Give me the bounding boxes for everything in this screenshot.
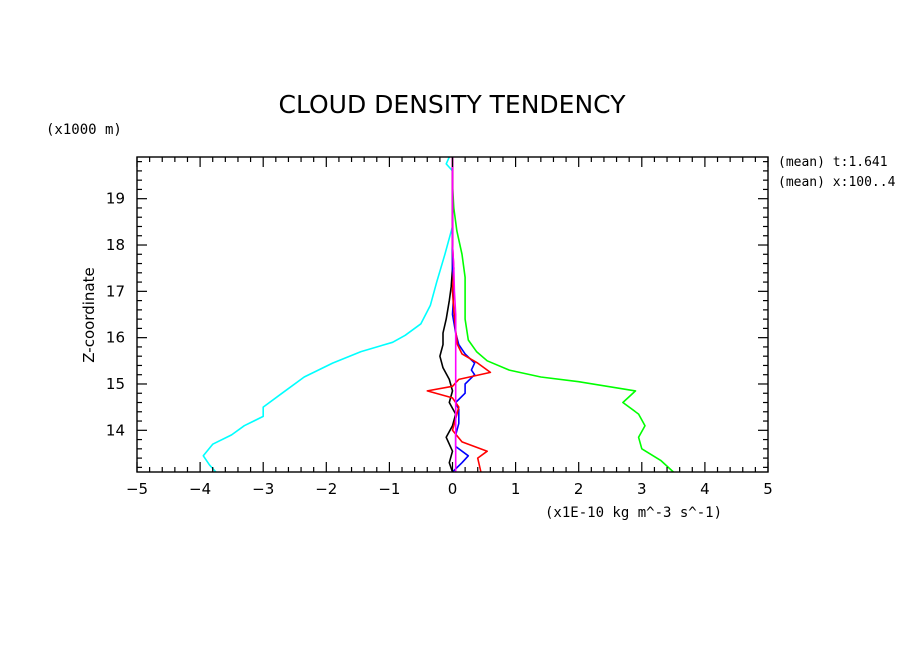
x-tick-label: −3 xyxy=(252,480,274,498)
series-line-5 xyxy=(451,157,457,472)
y-tick-label: 18 xyxy=(106,236,125,254)
y-tick-label: 17 xyxy=(106,282,125,300)
x-tick-label: 3 xyxy=(637,480,647,498)
x-tick-label: −2 xyxy=(315,480,337,498)
x-tick-label: 1 xyxy=(511,480,521,498)
y-unit-label: (x1000 m) xyxy=(46,122,122,138)
y-axis-label: Z-coordinate xyxy=(80,267,98,362)
annotation-time-mean: (mean) t:1.641 xyxy=(778,155,888,170)
y-tick-label: 16 xyxy=(106,329,125,347)
x-tick-label: 4 xyxy=(700,480,710,498)
y-tick-label: 19 xyxy=(106,190,125,208)
y-tick-label: 14 xyxy=(106,421,125,439)
series-line-1 xyxy=(451,157,674,473)
y-tick-label: 15 xyxy=(106,375,125,393)
x-tick-label: −4 xyxy=(189,480,211,498)
chart-title: CLOUD DENSITY TENDENCY xyxy=(279,90,627,119)
series-layer xyxy=(202,156,674,473)
x-tick-label: −1 xyxy=(378,480,400,498)
axes-layer: −5 −4 −3 −2 −1 0 1 2 3 4 5 14 15 16 17 18 19 xyxy=(106,156,773,498)
series-line-0 xyxy=(202,156,454,473)
x-tick-label: 0 xyxy=(448,480,458,498)
annotation-x-mean: (mean) x:100..4 xyxy=(778,175,896,190)
x-axis-label: (x1E-10 kg m^-3 s^-1) xyxy=(545,505,722,521)
x-tick-label: 2 xyxy=(574,480,584,498)
x-tick-label: −5 xyxy=(126,480,148,498)
x-tick-label: 5 xyxy=(763,480,773,498)
